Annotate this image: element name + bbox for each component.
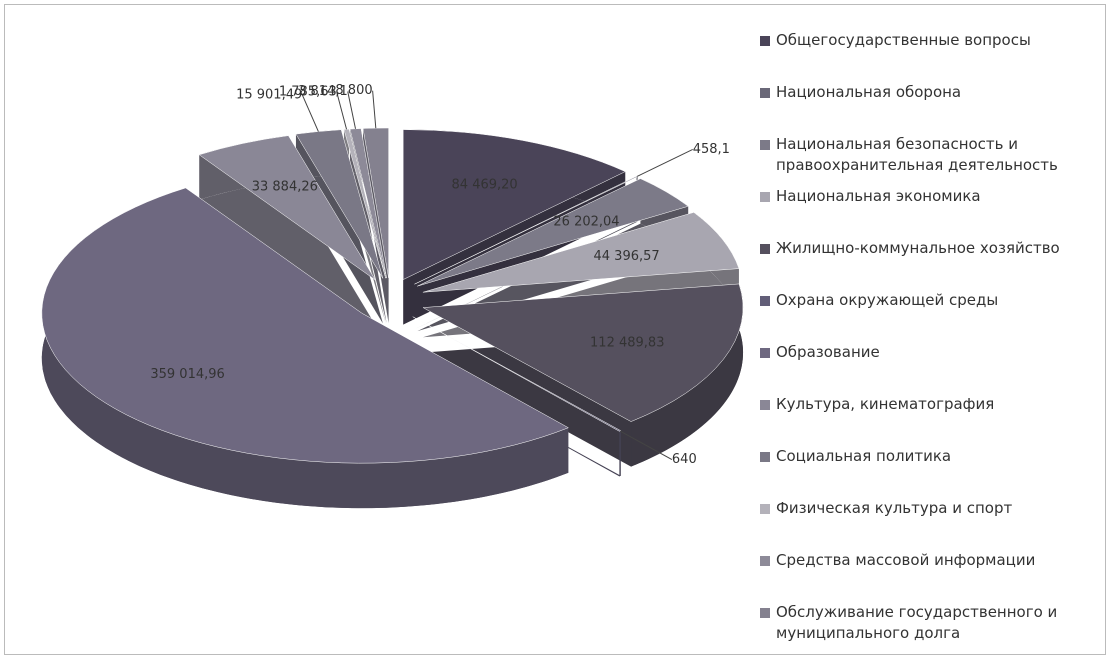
slice — [349, 128, 387, 279]
legend-swatch — [760, 192, 770, 202]
data-label: 33 884,26 — [252, 180, 318, 195]
legend-item: Культура, кинематография — [760, 394, 1090, 446]
leader-line — [336, 91, 348, 130]
legend-swatch — [760, 504, 770, 514]
legend-label: Охрана окружающей среды — [776, 291, 999, 309]
slice — [422, 283, 744, 422]
slice — [422, 212, 740, 293]
legend-item: Жилищно-коммунальное хозяйство — [760, 238, 1090, 290]
data-label: 112 489,83 — [590, 335, 664, 350]
data-label: 44 396,57 — [594, 249, 660, 264]
legend-item: Социальная политика — [760, 446, 1090, 498]
legend: Общегосударственные вопросы Национальная … — [760, 30, 1090, 654]
data-label: 640 — [672, 452, 697, 467]
legend-swatch — [760, 296, 770, 306]
legend-label: Национальная оборона — [776, 83, 962, 101]
slice-side — [199, 180, 376, 325]
legend-swatch — [760, 400, 770, 410]
legend-label: Жилищно-коммунальное хозяйство — [776, 239, 1060, 257]
legend-swatch — [760, 140, 770, 150]
legend-item: Физическая культура и спорт — [760, 498, 1090, 550]
legend-label: Обслуживание государственного и муниципа… — [776, 603, 1058, 642]
data-label: 26 202,04 — [553, 214, 619, 229]
legend-item: Общегосударственные вопросы — [760, 30, 1090, 82]
legend-swatch — [760, 556, 770, 566]
legend-label: Культура, кинематография — [776, 395, 995, 413]
legend-label: Национальная безопасность и правоохранит… — [776, 135, 1058, 174]
slice — [417, 178, 689, 287]
chart-frame — [4, 4, 1106, 655]
legend-swatch — [760, 452, 770, 462]
legend-item: Средства массовой информации — [760, 550, 1090, 602]
legend-item: Обслуживание государственного и муниципа… — [760, 602, 1090, 654]
legend-label: Физическая культура и спорт — [776, 499, 1013, 517]
slice — [362, 127, 389, 279]
leader-line — [301, 94, 319, 132]
data-label: 1 785,63 — [279, 85, 337, 100]
slice-wall — [631, 283, 744, 467]
slice — [402, 129, 626, 280]
data-label: 15 901,49 — [236, 87, 302, 102]
leader-line — [347, 91, 357, 129]
legend-label: Средства массовой информации — [776, 551, 1036, 569]
legend-label: Образование — [776, 343, 880, 361]
leader-line — [619, 430, 673, 461]
data-label: 84 469,20 — [452, 178, 518, 193]
legend-item: Образование — [760, 342, 1090, 394]
legend-label: Социальная политика — [776, 447, 952, 465]
data-label: 359 014,96 — [150, 367, 224, 382]
legend-label: Национальная экономика — [776, 187, 981, 205]
legend-item: Национальная оборона — [760, 82, 1090, 134]
slice-wall — [619, 430, 621, 477]
legend-item: Охрана окружающей среды — [760, 290, 1090, 342]
slice — [198, 135, 376, 281]
data-label: 8 800 — [335, 83, 372, 98]
legend-swatch — [760, 36, 770, 46]
slice-wall — [41, 187, 569, 509]
slice — [41, 187, 569, 464]
data-label: 3 814,1 — [298, 84, 348, 99]
leader-line — [372, 90, 377, 129]
legend-label: Общегосударственные вопросы — [776, 31, 1031, 49]
legend-swatch — [760, 348, 770, 358]
legend-item: Национальная безопасность и правоохранит… — [760, 134, 1090, 186]
chart: 84 469,20 458,1 26 202,04 44 396,57 112 489,… — [41, 83, 744, 509]
legend-item: Национальная экономика — [760, 186, 1090, 238]
legend-swatch — [760, 608, 770, 618]
legend-swatch — [760, 88, 770, 98]
data-label: 458,1 — [693, 142, 730, 157]
legend-swatch — [760, 244, 770, 254]
leader-line — [636, 149, 693, 177]
